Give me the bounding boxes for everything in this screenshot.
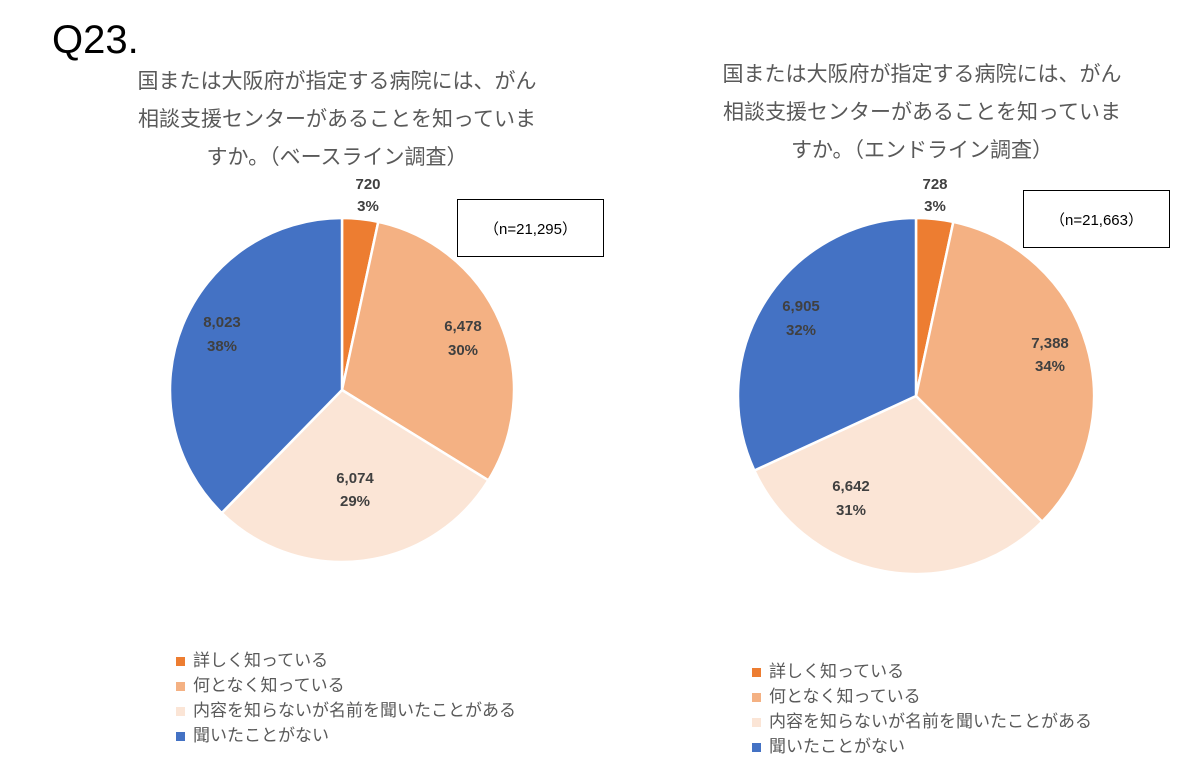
pie-slice xyxy=(752,394,1044,576)
slice-pct-label: 34% xyxy=(1035,358,1065,375)
pie-slice xyxy=(219,388,491,564)
sample-size-label: （n=21,295） xyxy=(484,220,577,238)
legend-item: 内容を知らないが名前を聞いたことがある xyxy=(752,710,1092,735)
legend-swatch-icon xyxy=(176,657,185,666)
slice-value-label: 8,023 xyxy=(203,314,241,331)
legend-item: 内容を知らないが名前を聞いたことがある xyxy=(176,699,516,724)
sample-size-label: （n=21,663） xyxy=(1050,211,1143,229)
slice-value-label: 6,642 xyxy=(832,478,870,495)
slice-pct-label: 32% xyxy=(786,322,816,339)
slice-pct-label: 3% xyxy=(924,198,946,215)
title-line: 相談支援センターがあることを知っていま xyxy=(138,107,536,131)
legend-swatch-icon xyxy=(752,668,761,677)
pie-slices xyxy=(168,216,516,564)
question-number: Q23. xyxy=(52,18,139,62)
title-line: すか。（ベースライン調査） xyxy=(206,145,468,169)
legend-swatch-icon xyxy=(176,682,185,691)
legend-label: 何となく知っている xyxy=(769,687,921,707)
legend-item: 詳しく知っている xyxy=(752,660,1092,685)
pie-slice xyxy=(168,216,344,515)
title-line: すか。（エンドライン調査） xyxy=(790,138,1054,162)
legend-label: 内容を知らないが名前を聞いたことがある xyxy=(193,701,516,721)
legend-swatch-icon xyxy=(176,707,185,716)
legend-item: 聞いたことがない xyxy=(752,735,1092,760)
chart-title-baseline: 国または大阪府が指定する病院には、がん 相談支援センターがあることを知っていま … xyxy=(107,62,567,176)
sample-size-box-endline: （n=21,663） xyxy=(1023,190,1170,248)
legend-label: 聞いたことがない xyxy=(769,737,905,757)
sample-size-box-baseline: （n=21,295） xyxy=(457,199,604,257)
legend-item: 何となく知っている xyxy=(176,674,516,699)
legend-endline: 詳しく知っている 何となく知っている 内容を知らないが名前を聞いたことがある 聞… xyxy=(752,660,1092,760)
legend-swatch-icon xyxy=(176,732,185,741)
legend-label: 何となく知っている xyxy=(193,676,345,696)
legend-swatch-icon xyxy=(752,693,761,702)
legend-label: 詳しく知っている xyxy=(769,662,905,682)
slice-value-label: 720 xyxy=(355,176,380,193)
legend-item: 何となく知っている xyxy=(752,685,1092,710)
slice-pct-label: 3% xyxy=(357,198,379,215)
legend-label: 聞いたことがない xyxy=(193,726,329,746)
title-line: 国または大阪府が指定する病院には、がん xyxy=(137,69,537,93)
legend-baseline: 詳しく知っている 何となく知っている 内容を知らないが名前を聞いたことがある 聞… xyxy=(176,649,516,749)
legend-label: 内容を知らないが名前を聞いたことがある xyxy=(769,712,1092,732)
slice-value-label: 6,905 xyxy=(782,298,820,315)
pie-slices xyxy=(736,216,1096,576)
pie-slice xyxy=(736,216,918,473)
slice-pct-label: 38% xyxy=(207,338,237,355)
title-line: 国または大阪府が指定する病院には、がん xyxy=(722,62,1122,86)
slice-pct-label: 31% xyxy=(836,502,866,519)
legend-swatch-icon xyxy=(752,743,761,752)
slice-value-label: 6,478 xyxy=(444,318,482,335)
title-line: 相談支援センターがあることを知っていま xyxy=(723,100,1121,124)
chart-title-endline: 国または大阪府が指定する病院には、がん 相談支援センターがあることを知っていま … xyxy=(692,55,1152,169)
legend-item: 聞いたことがない xyxy=(176,724,516,749)
slice-pct-label: 30% xyxy=(448,342,478,359)
slice-pct-label: 29% xyxy=(340,493,370,510)
legend-swatch-icon xyxy=(752,718,761,727)
slice-value-label: 6,074 xyxy=(336,470,374,487)
pie-slice xyxy=(914,220,1096,524)
legend-item: 詳しく知っている xyxy=(176,649,516,674)
slice-value-label: 7,388 xyxy=(1031,335,1069,352)
slice-value-label: 728 xyxy=(922,176,947,193)
legend-label: 詳しく知っている xyxy=(193,651,329,671)
